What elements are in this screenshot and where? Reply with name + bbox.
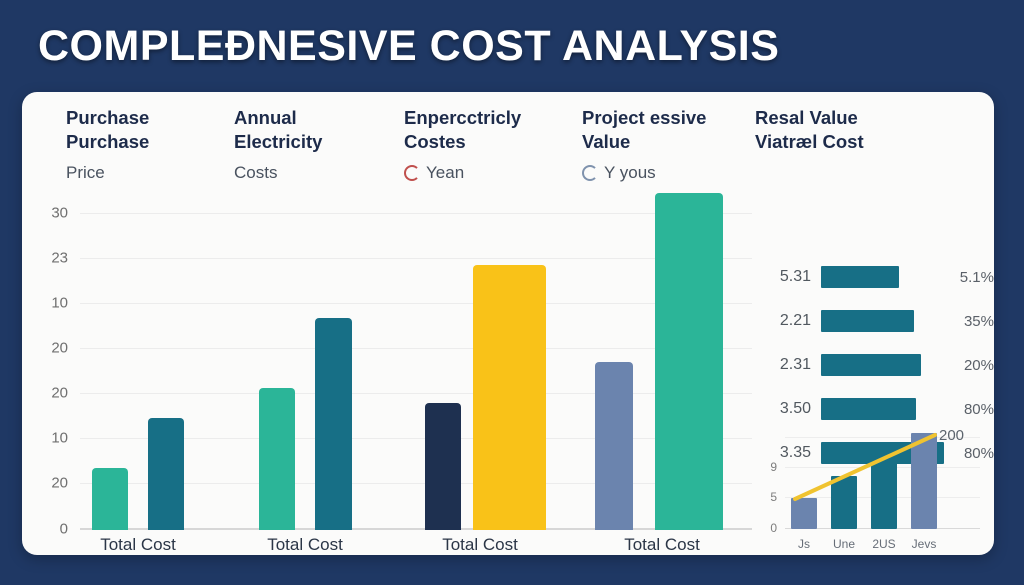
- bar: [259, 388, 295, 530]
- y-axis-tick: 9: [770, 460, 777, 474]
- x-axis-label: Total Cost: [267, 535, 343, 554]
- row-bar-wrap: [811, 354, 946, 376]
- column-subtitle: Y yous: [604, 163, 656, 182]
- y-axis-tick: 5: [770, 490, 777, 504]
- row-percent: 80%: [963, 444, 994, 462]
- column-subtitle-row: Yean: [404, 163, 521, 183]
- y-axis-tick: 0: [770, 521, 777, 535]
- x-axis-label: Js: [798, 537, 810, 551]
- column-title: Project essive Value: [582, 107, 707, 152]
- y-axis-tick: 30: [51, 204, 68, 222]
- y-axis-tick: 0: [59, 520, 68, 538]
- gridline: [80, 213, 752, 214]
- gridline: [80, 258, 752, 259]
- gridline: [80, 348, 752, 349]
- column-header-resale-value: Resal Value Viatræl Cost: [755, 106, 864, 154]
- column-subtitle-row: Price: [66, 163, 149, 183]
- table-row: 2.31 20%: [755, 353, 994, 377]
- bar: [791, 498, 817, 529]
- gridline: [80, 393, 752, 394]
- x-axis-label: Total Cost: [442, 535, 518, 554]
- column-subtitle: Yean: [426, 163, 465, 182]
- row-percent: 20%: [963, 356, 994, 374]
- x-axis-label: 2US: [872, 537, 896, 551]
- row-bar: [821, 354, 921, 376]
- bar: [595, 362, 633, 530]
- trend-mini-chart: 9 5 0 200 Js Une 2US Jevs: [755, 415, 994, 555]
- bar: [473, 265, 546, 530]
- x-axis-label: Total Cost: [100, 535, 176, 554]
- gridline: [80, 483, 752, 484]
- row-value: 3.50: [779, 400, 811, 417]
- bar: [911, 433, 937, 529]
- row-bar-wrap: [811, 398, 946, 420]
- bar: [315, 318, 352, 530]
- gridline: [80, 303, 752, 304]
- row-value: 3.35: [779, 444, 811, 461]
- y-axis-tick: 20: [51, 474, 68, 492]
- column-header-purchase-price: Purchase Purchase Price: [66, 106, 149, 183]
- trend-line-svg: [793, 433, 937, 501]
- x-axis-label: Total Cost: [624, 535, 700, 554]
- y-axis-tick: 20: [51, 339, 68, 357]
- row-bar: [821, 398, 916, 420]
- row-percent: 35%: [963, 312, 994, 330]
- x-axis-label: Jevs: [911, 537, 937, 551]
- bar: [871, 454, 897, 529]
- row-value: 2.31: [779, 356, 811, 373]
- y-axis-tick: 10: [51, 429, 68, 447]
- bar: [655, 193, 723, 530]
- chart-annotation: 200: [939, 427, 965, 444]
- x-axis-label: Une: [832, 537, 856, 551]
- page-title: COMPLEĐNESIVE COST ANALYSIS: [38, 22, 780, 70]
- trend-line: [793, 433, 937, 501]
- bar: [831, 476, 857, 529]
- row-bar-wrap: [811, 310, 946, 332]
- axis-baseline: [80, 528, 752, 530]
- y-axis-tick: 20: [51, 384, 68, 402]
- column-title: Annual Electricity: [234, 107, 323, 152]
- analysis-card: Purchase Purchase Price Annual Electrici…: [22, 92, 994, 555]
- bar: [425, 403, 461, 530]
- row-bar: [821, 266, 899, 288]
- gridline: [80, 438, 752, 439]
- main-bar-chart: 30 23 10 20 20 10 20 0 Total Cost Total …: [22, 187, 755, 555]
- gridline: [785, 437, 980, 438]
- column-title: Purchase Purchase: [66, 107, 150, 152]
- table-row: 3.50 80%: [755, 397, 994, 421]
- y-axis-tick: 23: [51, 249, 68, 267]
- row-percent: 80%: [963, 400, 994, 418]
- column-headers: Purchase Purchase Price Annual Electrici…: [22, 92, 994, 187]
- circle-arc-icon: [582, 165, 598, 181]
- column-header-projected-value: Project essive Value Y yous: [582, 106, 706, 183]
- resale-value-panel: 5.31 5.1% 2.21 35% 2.31 20%: [755, 187, 994, 555]
- column-subtitle: Price: [66, 163, 105, 182]
- table-row: 5.31 5.1%: [755, 265, 994, 289]
- table-row: 2.21 35%: [755, 309, 994, 333]
- column-title: Resal Value Viatræl Cost: [755, 107, 864, 152]
- column-subtitle: Costs: [234, 163, 278, 182]
- y-axis-tick: 10: [51, 294, 68, 312]
- row-bar-wrap: [811, 266, 946, 288]
- bar: [148, 418, 184, 530]
- column-subtitle-row: Costs: [234, 163, 322, 183]
- column-header-energy-costs: Enpercctricly Costes Yean: [404, 106, 521, 183]
- circle-arc-icon: [404, 165, 420, 181]
- column-subtitle-row: Y yous: [582, 163, 706, 183]
- row-value: 2.21: [779, 312, 811, 329]
- column-title: Enpercctricly Costes: [404, 107, 522, 152]
- column-header-annual-electricity: Annual Electricity Costs: [234, 106, 322, 183]
- row-bar: [821, 310, 914, 332]
- row-percent: 5.1%: [959, 268, 994, 286]
- bar: [92, 468, 128, 530]
- row-value: 5.31: [779, 268, 811, 285]
